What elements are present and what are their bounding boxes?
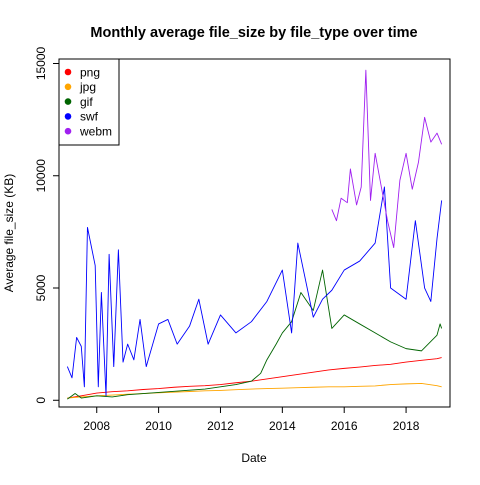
y-tick-label: 10000 xyxy=(34,159,48,193)
y-tick-label: 15000 xyxy=(34,46,48,80)
series-line-webm xyxy=(331,69,443,249)
legend-label-webm: webm xyxy=(79,125,112,139)
x-tick-label: 2018 xyxy=(393,419,420,433)
x-tick-label: 2012 xyxy=(207,419,234,433)
x-tick-label: 2010 xyxy=(145,419,172,433)
y-axis: 0 5000 10000 15000 xyxy=(34,46,60,404)
y-tick-label: 5000 xyxy=(34,274,48,301)
legend-label-swf: swf xyxy=(80,110,99,124)
y-axis-label: Average file_size (KB) xyxy=(2,174,16,293)
series-layer xyxy=(66,69,443,400)
series-line-swf xyxy=(66,186,443,397)
legend-marker-webm xyxy=(64,127,72,135)
x-tick-label: 2008 xyxy=(83,419,110,433)
legend-label-jpg: jpg xyxy=(79,80,96,94)
x-axis-label: Date xyxy=(241,451,267,465)
legend-marker-png xyxy=(64,68,72,76)
chart-title: Monthly average file_size by file_type o… xyxy=(90,25,417,41)
y-tick-label: 0 xyxy=(34,397,48,404)
legend-label-gif: gif xyxy=(80,95,93,109)
series-line-png xyxy=(67,357,442,399)
legend-marker-gif xyxy=(64,98,72,105)
x-tick-label: 2016 xyxy=(331,419,358,433)
legend-label-png: png xyxy=(80,65,100,79)
x-tick-label: 2014 xyxy=(269,419,296,433)
series-line-gif xyxy=(67,269,443,400)
legend-marker-swf xyxy=(64,113,72,120)
legend-marker-jpg xyxy=(64,83,72,91)
x-axis: 2008 2010 2012 2014 2016 2018 xyxy=(83,406,420,433)
